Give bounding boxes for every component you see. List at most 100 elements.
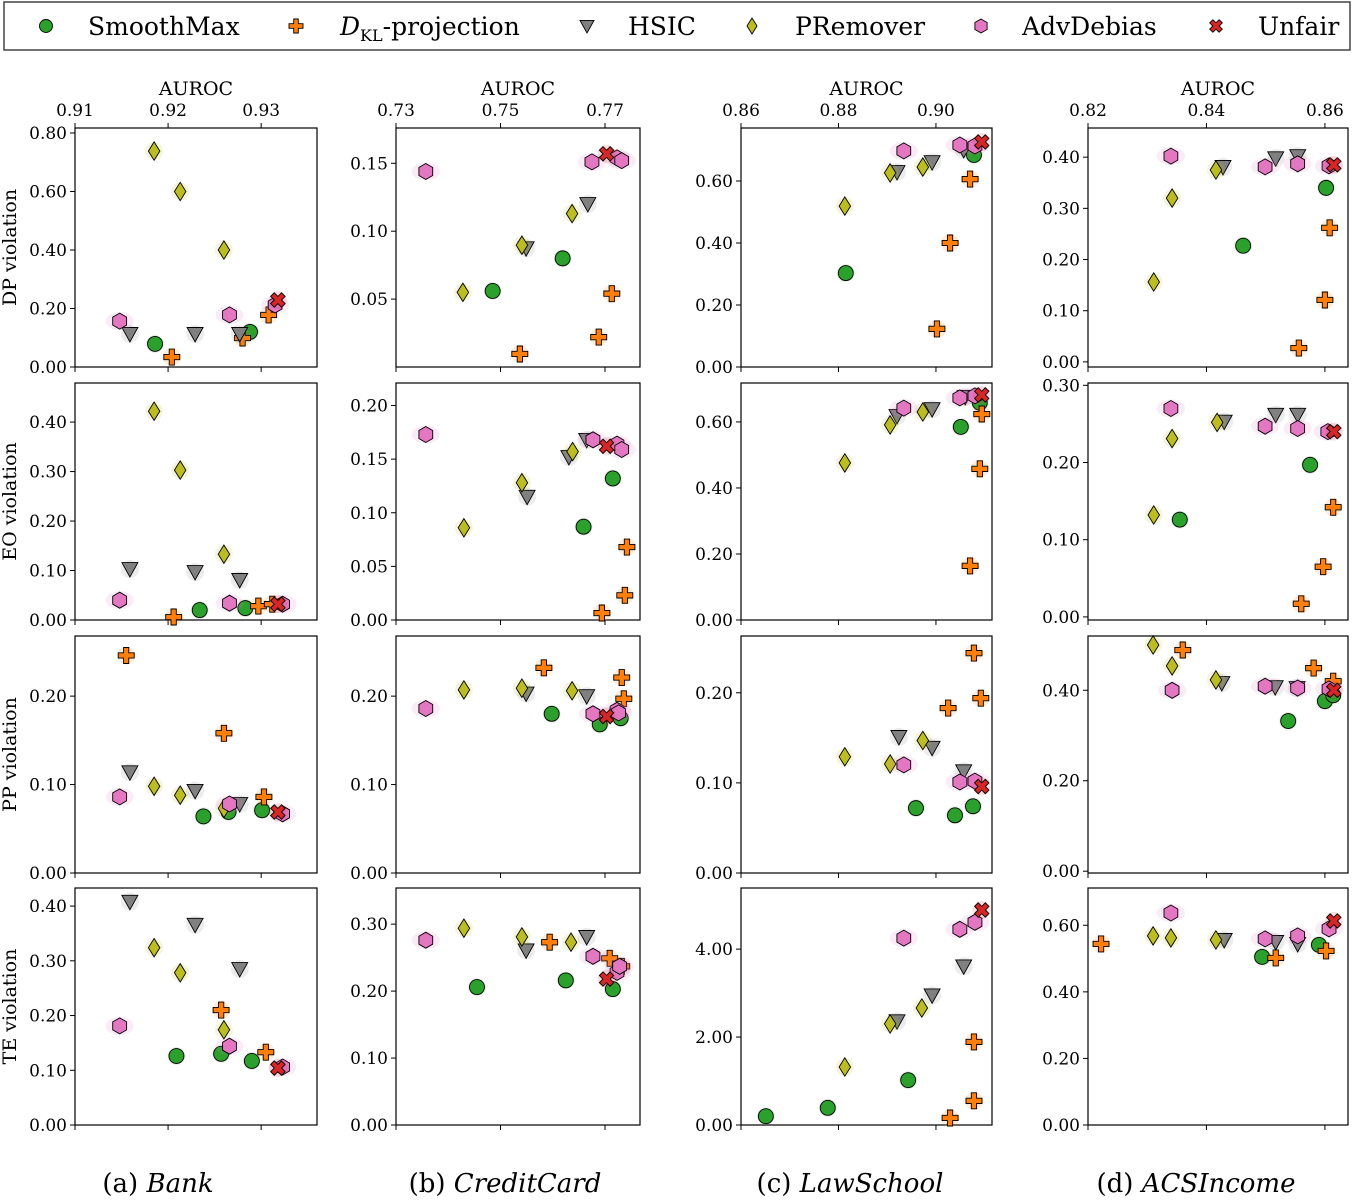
point-premover (564, 932, 578, 953)
point-premover (147, 776, 161, 797)
x-tick-label: 0.91 (56, 101, 94, 121)
point-dkl (618, 538, 636, 556)
plot-frame (740, 887, 993, 1126)
point-premover (565, 203, 579, 224)
point-premover (1164, 927, 1178, 948)
point-premover (883, 1013, 897, 1034)
legend-item-premover: PRemover (746, 12, 925, 41)
point-unfair (270, 596, 286, 613)
point-premover (217, 239, 231, 261)
smoothmax-marker-icon (39, 19, 53, 33)
point-dkl (257, 1043, 275, 1061)
unfair-marker-icon (1209, 19, 1223, 33)
point-advdebias (952, 920, 968, 938)
point-hsic (923, 402, 941, 419)
point-dkl (939, 699, 957, 717)
point-advdebias (418, 425, 434, 444)
plot-frame (1087, 635, 1349, 874)
panel-creditcard-dp: 0.73 0.75 0.77 AUROC 0.05 0.10 0.15 (350, 78, 641, 372)
y-tick-label: 0.10 (350, 222, 388, 242)
point-advdebias (896, 142, 912, 160)
point-smoothmax (900, 1072, 917, 1089)
point-unfair (598, 708, 615, 725)
point-unfair (1325, 913, 1342, 929)
y-tick-label: 0.40 (29, 241, 67, 261)
y-tick-label: 0.00 (695, 611, 733, 631)
y-tick-label: 0.10 (350, 504, 388, 524)
point-dkl (590, 328, 608, 346)
point-premover (916, 401, 930, 423)
point-advdebias (1163, 399, 1179, 418)
point-premover (838, 746, 852, 767)
plot-frame (395, 382, 641, 621)
point-dkl (1316, 291, 1334, 309)
point-hsic (923, 155, 941, 172)
point-premover (457, 517, 471, 538)
point-dkl (215, 724, 233, 742)
legend-item-unfair: Unfair (1209, 12, 1339, 41)
point-smoothmax (1280, 713, 1297, 729)
y-axis-label: TE violation (0, 949, 21, 1065)
point-hsic (186, 565, 204, 581)
point-hsic (923, 740, 941, 757)
point-premover (457, 679, 471, 700)
y-tick-label: 0.20 (695, 296, 733, 316)
legend-label: PRemover (795, 12, 925, 41)
point-advdebias (611, 704, 626, 722)
plot-frame (395, 635, 641, 874)
point-smoothmax (1302, 456, 1319, 473)
y-tick-label: 0.40 (695, 234, 733, 254)
y-axis-label: EO violation (0, 442, 21, 561)
panel-bank-eo: 0.00 0.10 0.20 0.30 0.40 EO violation (0, 382, 318, 631)
point-dkl (117, 647, 135, 664)
point-smoothmax (557, 972, 574, 989)
panel-creditcard-eo: 0.00 0.05 0.10 0.15 0.20 (350, 382, 641, 631)
point-dkl (965, 644, 983, 662)
point-advdebias (112, 788, 128, 806)
x-axis-label: AUROC (480, 78, 555, 100)
point-unfair (1325, 423, 1342, 440)
point-hsic (579, 197, 597, 213)
subfigure-caption: (b) CreditCard (409, 1169, 602, 1199)
panel-acsincome-dp: 0.82 0.84 0.86 AUROC 0.00 0.10 0.20 0.30 0.40 (1042, 78, 1349, 373)
point-premover (457, 918, 471, 939)
point-hsic (954, 959, 973, 976)
point-advdebias (952, 389, 968, 407)
subfigure-caption: (d) ACSIncome (1097, 1169, 1296, 1199)
panel-bank-pp: 0.00 0.10 0.20 PP violation (0, 635, 318, 884)
point-premover (838, 1056, 852, 1078)
y-tick-label: 0.00 (1042, 1116, 1080, 1136)
point-advdebias (222, 306, 237, 324)
point-smoothmax (191, 602, 208, 619)
y-tick-label: 0.20 (29, 1007, 67, 1027)
point-dkl (613, 669, 631, 687)
plot-frame (740, 127, 993, 368)
panel-acsincome-eo: 0.00 0.10 0.20 0.30 (1042, 376, 1349, 628)
point-dkl (971, 460, 989, 478)
point-premover (1210, 412, 1224, 433)
y-tick-label: 0.30 (1042, 376, 1080, 396)
point-dkl (941, 234, 959, 252)
point-dkl (234, 329, 251, 347)
point-advdebias (585, 705, 601, 723)
legend: SmoothMax DKL-projection HSIC PRemover AdvDe… (3, 1, 1351, 51)
point-premover (173, 181, 187, 202)
point-dkl (961, 170, 979, 188)
point-advdebias (112, 312, 128, 330)
point-dkl (212, 1001, 230, 1019)
point-smoothmax (837, 265, 854, 282)
y-tick-label: 0.40 (1042, 148, 1080, 168)
point-advdebias (612, 957, 628, 975)
point-advdebias (1257, 158, 1273, 176)
point-premover (883, 753, 897, 775)
point-premover (217, 544, 231, 565)
y-tick-label: 0.10 (350, 1049, 388, 1069)
point-advdebias (967, 913, 983, 931)
y-tick-label: 0.10 (1042, 531, 1080, 551)
x-axis-label: AUROC (158, 78, 233, 100)
y-tick-label: 0.10 (29, 1061, 67, 1081)
point-premover (883, 414, 897, 435)
point-smoothmax (947, 807, 963, 824)
plot-frame (74, 635, 318, 874)
point-hsic (230, 962, 249, 978)
